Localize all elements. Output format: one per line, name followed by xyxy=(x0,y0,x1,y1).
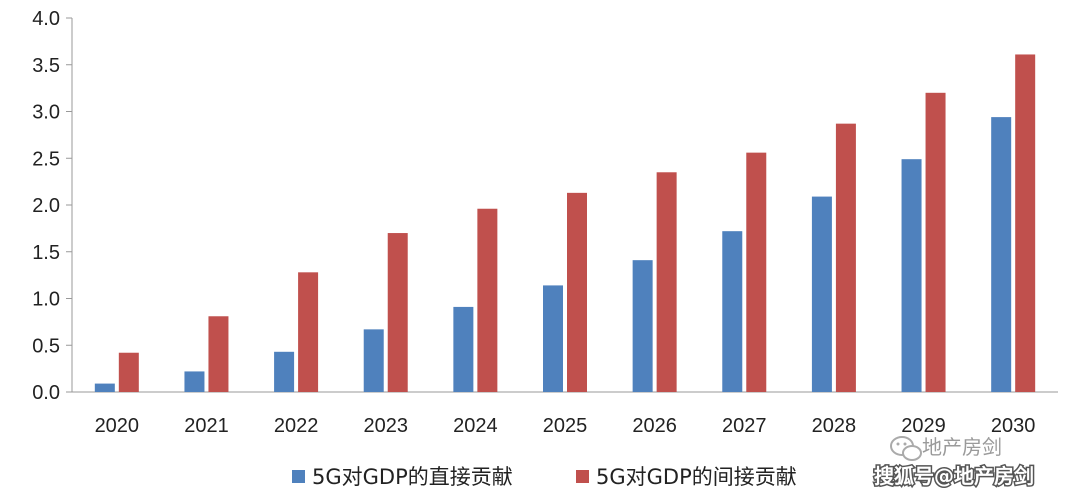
direct-bar-2026 xyxy=(632,260,653,392)
indirect-bar-2021 xyxy=(208,316,229,392)
x-tick-label: 2024 xyxy=(453,415,498,437)
x-axis: 2020 2021 2022 2023 2024 2025 2026 2027 2028 2029… xyxy=(72,391,1058,437)
indirect-bar-2029 xyxy=(925,92,946,393)
y-tick-label: 3.0 xyxy=(32,102,60,124)
indirect-bar-2028 xyxy=(835,123,856,392)
legend-label-1: 5G对GDP的直接贡献 xyxy=(312,465,513,489)
y-tick-label: 2.0 xyxy=(32,195,60,217)
indirect-bar-2024 xyxy=(477,208,498,392)
sohu-watermark-text: 搜狐号@地产房剑 xyxy=(874,464,1034,488)
x-tick-label: 2030 xyxy=(991,415,1036,437)
y-tick-label: 2.5 xyxy=(32,148,60,170)
legend-swatch-2 xyxy=(576,470,589,483)
direct-bar-2029 xyxy=(901,159,922,392)
y-axis: 0.0 0.5 1.0 1.5 2.0 2.5 3.0 3.5 4.0 xyxy=(32,8,73,404)
wechat-watermark: 地产房剑 xyxy=(890,435,1002,461)
y-tick-label: 0.0 xyxy=(32,382,60,404)
bars xyxy=(94,54,1036,393)
legend: 5G对GDP的直接贡献 5G对GDP的间接贡献 xyxy=(292,465,797,489)
indirect-bar-2030 xyxy=(1015,54,1036,393)
x-tick-label: 2020 xyxy=(95,415,140,437)
indirect-bar-2023 xyxy=(387,233,408,392)
direct-bar-2025 xyxy=(543,285,563,392)
indirect-bar-2026 xyxy=(656,172,677,392)
y-tick-label: 0.5 xyxy=(32,335,60,357)
direct-bar-2021 xyxy=(184,371,205,392)
indirect-bar-2020 xyxy=(118,352,139,392)
y-tick-label: 4.0 xyxy=(32,8,60,30)
direct-bar-2022 xyxy=(274,351,295,392)
x-tick-label: 2025 xyxy=(543,415,588,437)
x-tick-label: 2028 xyxy=(812,415,857,437)
x-tick-label: 2022 xyxy=(274,415,319,437)
y-tick-label: 3.5 xyxy=(32,55,60,77)
y-tick-label: 1.0 xyxy=(32,289,60,311)
legend-swatch-1 xyxy=(292,470,305,483)
indirect-bar-2025 xyxy=(567,192,587,392)
x-tick-label: 2023 xyxy=(363,415,408,437)
direct-bar-2030 xyxy=(991,117,1012,393)
wechat-watermark-text: 地产房剑 xyxy=(922,435,1002,459)
direct-bar-2023 xyxy=(363,329,384,392)
x-tick-label: 2021 xyxy=(184,415,229,437)
direct-bar-2027 xyxy=(722,231,743,392)
wechat-icon xyxy=(890,436,922,461)
direct-bar-2024 xyxy=(453,306,474,392)
indirect-bar-2027 xyxy=(746,152,767,392)
direct-bar-2028 xyxy=(811,196,832,392)
x-tick-label: 2027 xyxy=(722,415,767,437)
direct-bar-2020 xyxy=(94,383,115,392)
y-tick-label: 1.5 xyxy=(32,242,60,264)
indirect-bar-2022 xyxy=(298,272,319,392)
x-tick-label: 2026 xyxy=(632,415,677,437)
x-tick-label: 2029 xyxy=(901,415,946,437)
legend-label-2: 5G对GDP的间接贡献 xyxy=(596,465,797,489)
